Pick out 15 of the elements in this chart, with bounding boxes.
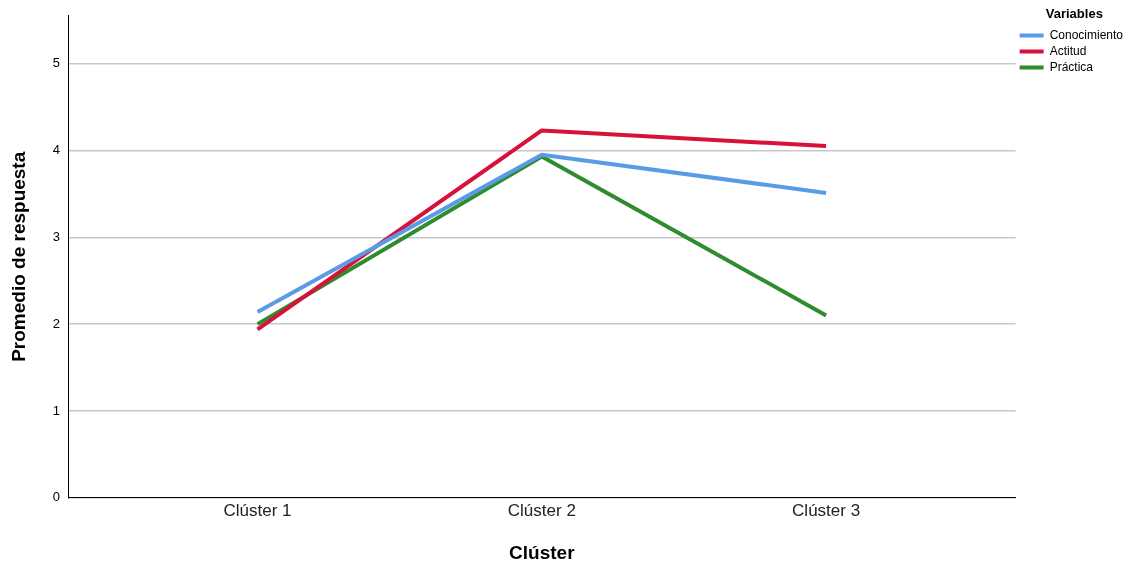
x-tick-label: Clúster 1: [223, 500, 292, 520]
y-tick-label: 0: [52, 489, 61, 505]
legend-label: Actitud: [1049, 43, 1087, 58]
x-tick-label: Clúster 2: [507, 500, 576, 520]
x-tick-label: Clúster 3: [792, 500, 861, 520]
y-axis-title: Promedio de respuesta: [7, 151, 29, 362]
y-tick-label: 5: [52, 55, 61, 71]
y-tick-label: 4: [52, 141, 61, 157]
legend-title: Variables: [1045, 6, 1103, 22]
x-axis-title: Clúster: [509, 541, 576, 563]
y-tick-label: 3: [52, 228, 61, 244]
legend-label: Práctica: [1049, 59, 1094, 74]
y-tick-label: 1: [52, 402, 61, 418]
legend-label: Conocimiento: [1049, 27, 1124, 42]
y-tick-label: 2: [52, 315, 61, 331]
